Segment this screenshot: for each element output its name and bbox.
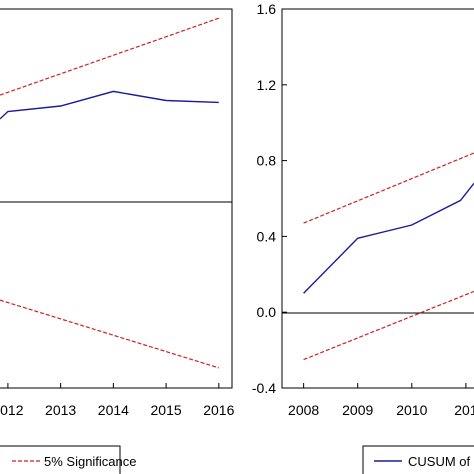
left-cusum-line xyxy=(0,90,219,120)
left-plot-frame xyxy=(0,8,233,389)
right-y-tick-label: 1.2 xyxy=(257,77,277,93)
right-series xyxy=(303,152,474,361)
right-x-tick-label: 201 xyxy=(454,402,474,418)
right-y-tick-label: 1.6 xyxy=(257,1,277,17)
left-x-tick-label: 2014 xyxy=(98,402,129,418)
right-significance-line-2 xyxy=(303,290,474,361)
right-y-tick-label: 0.0 xyxy=(257,304,277,320)
left-significance-line-2 xyxy=(0,299,219,369)
left-legend-box xyxy=(0,445,121,474)
left-x-tick-label: 2016 xyxy=(203,402,234,418)
right-legend: CUSUM of xyxy=(362,445,474,474)
chart-left: 2012 2013 2014 2015 2016 5% Significance xyxy=(0,8,235,474)
left-x-ticks: 2012 2013 2014 2015 2016 xyxy=(0,383,235,418)
left-legend-label: 5% Significance xyxy=(44,454,137,469)
chart-right: -0.4 0.0 0.4 0.8 1.2 1.6 2008 2009 2010 201 CUSU… xyxy=(252,1,474,474)
left-significance-line-1 xyxy=(0,17,219,96)
right-y-tick-label: 0.4 xyxy=(257,228,277,244)
right-x-ticks: 2008 2009 2010 201 xyxy=(288,383,474,418)
right-y-tick-label: 0.8 xyxy=(257,153,277,169)
right-significance-line-1 xyxy=(303,152,474,224)
right-legend-box xyxy=(362,445,474,474)
right-cusum-line xyxy=(303,182,474,294)
right-legend-label: CUSUM of xyxy=(408,454,471,469)
right-y-tick-label: -0.4 xyxy=(252,380,276,396)
left-legend: 5% Significance xyxy=(0,445,137,474)
left-x-tick-label: 2015 xyxy=(151,402,182,418)
left-series xyxy=(0,17,219,369)
left-x-tick-label: 2012 xyxy=(0,402,24,418)
right-y-ticks: -0.4 0.0 0.4 0.8 1.2 1.6 xyxy=(252,1,287,396)
right-x-tick-label: 2008 xyxy=(288,402,319,418)
left-x-tick-label: 2013 xyxy=(45,402,76,418)
right-plot-frame xyxy=(281,8,474,389)
right-x-tick-label: 2009 xyxy=(342,402,373,418)
right-x-tick-label: 2010 xyxy=(396,402,427,418)
